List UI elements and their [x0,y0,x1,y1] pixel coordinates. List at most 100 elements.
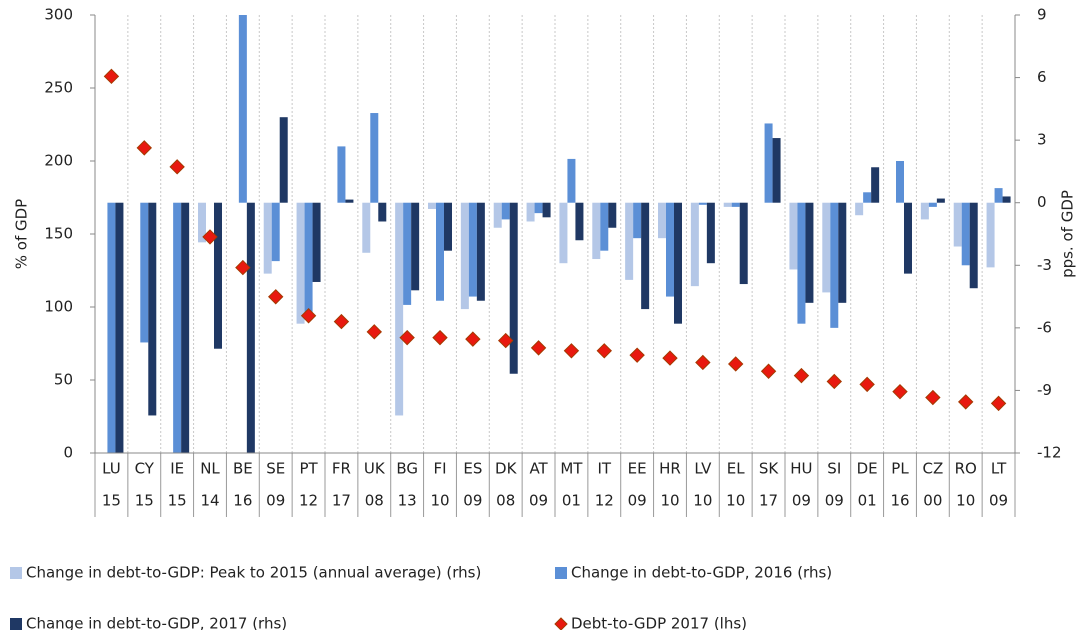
x-tick-sublabel: 09 [989,492,1008,510]
bar [1002,196,1011,203]
x-tick-label: SI [827,460,841,478]
point [202,229,218,245]
x-tick-label: BE [233,460,253,478]
bar [625,202,634,280]
bar [526,202,535,222]
x-tick-sublabel: 16 [233,492,252,510]
bar [395,202,404,416]
bar [641,202,650,310]
bar [994,188,1003,203]
bar [723,202,732,207]
y2-axis-label: pps. of GDP [1059,190,1077,278]
x-tick-sublabel: 17 [759,492,778,510]
bar [797,202,806,324]
x-tick-sublabel: 10 [430,492,449,510]
point [760,363,777,379]
x-tick-label: FR [332,460,351,478]
x-tick-label: PT [299,460,318,478]
bar [246,202,255,453]
bar [337,146,346,203]
x-tick-label: RO [955,460,977,478]
bar [986,202,995,268]
bar [896,161,904,203]
bar [805,202,814,303]
bar [822,202,831,293]
bar [567,158,576,203]
bar [107,202,116,453]
point [958,394,974,410]
point [990,395,1007,412]
bar [789,202,798,270]
bar [904,202,912,274]
x-tick-label: EE [628,460,647,478]
bar [855,202,864,216]
x-tick-sublabel: 15 [135,492,154,510]
y2-tick-label: 0 [1037,193,1047,211]
y-tick-label: 250 [44,79,73,97]
bar [863,192,872,203]
x-tick-sublabel: 14 [200,492,219,510]
point [399,329,415,346]
bar [690,202,699,287]
bar [115,202,124,453]
bar [674,202,682,324]
bar [403,202,412,305]
x-tick-label: DK [495,460,518,478]
point [432,329,448,346]
x-tick-label: LV [694,460,712,478]
bar [468,202,477,297]
bar [600,202,609,251]
bar [633,202,642,239]
point [728,356,744,372]
bar [838,202,847,303]
legend-swatch [10,567,22,579]
x-tick-label: DE [857,460,878,478]
y2-tick-label: 6 [1037,68,1047,86]
bar [271,202,280,262]
bar [493,202,502,228]
point [333,313,350,330]
point [366,324,382,340]
point [629,347,645,363]
bar [173,202,182,453]
point [268,289,284,305]
bar [961,202,970,266]
bar [575,202,584,241]
point [300,308,317,324]
x-tick-label: HR [659,460,681,478]
legend-swatch [10,618,22,630]
x-tick-label: HU [790,460,812,478]
bar [969,202,978,289]
bar [830,202,839,328]
x-tick-label: FI [433,460,446,478]
x-tick-label: BG [396,460,418,478]
y-tick-label: 150 [44,225,73,243]
x-tick-label: LU [102,460,121,478]
x-tick-sublabel: 17 [332,492,351,510]
point [498,332,514,349]
x-tick-sublabel: 01 [858,492,877,510]
x-tick-sublabel: 15 [168,492,187,510]
x-tick-sublabel: 10 [726,492,745,510]
x-tick-sublabel: 09 [463,492,482,510]
y2-tick-label: -12 [1037,444,1062,462]
point [235,259,251,276]
point [563,343,580,359]
y2-tick-label: -9 [1037,381,1052,399]
point [169,159,185,175]
x-tick-label: NL [200,460,220,478]
y2-tick-label: -6 [1037,318,1052,336]
bar [501,202,510,220]
bar [428,202,436,209]
bar [304,202,313,320]
x-tick-sublabel: 13 [398,492,417,510]
bar [370,113,379,203]
x-tick-label: ES [463,460,482,478]
y-tick-label: 0 [63,444,73,462]
bar [698,202,707,205]
bar [181,202,190,453]
bar [214,202,222,349]
x-tick-sublabel: 09 [628,492,647,510]
bar [542,202,551,218]
